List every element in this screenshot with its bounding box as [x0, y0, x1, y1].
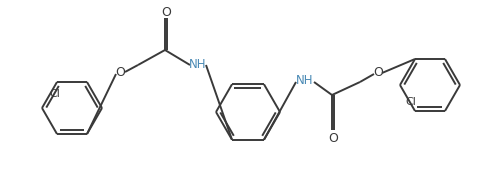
Text: NH: NH — [296, 74, 314, 87]
Text: O: O — [328, 132, 338, 145]
Text: O: O — [115, 66, 125, 79]
Text: Cl: Cl — [50, 89, 60, 99]
Text: O: O — [161, 7, 171, 20]
Text: O: O — [373, 65, 383, 79]
Text: Cl: Cl — [406, 97, 416, 107]
Text: NH: NH — [189, 59, 207, 71]
